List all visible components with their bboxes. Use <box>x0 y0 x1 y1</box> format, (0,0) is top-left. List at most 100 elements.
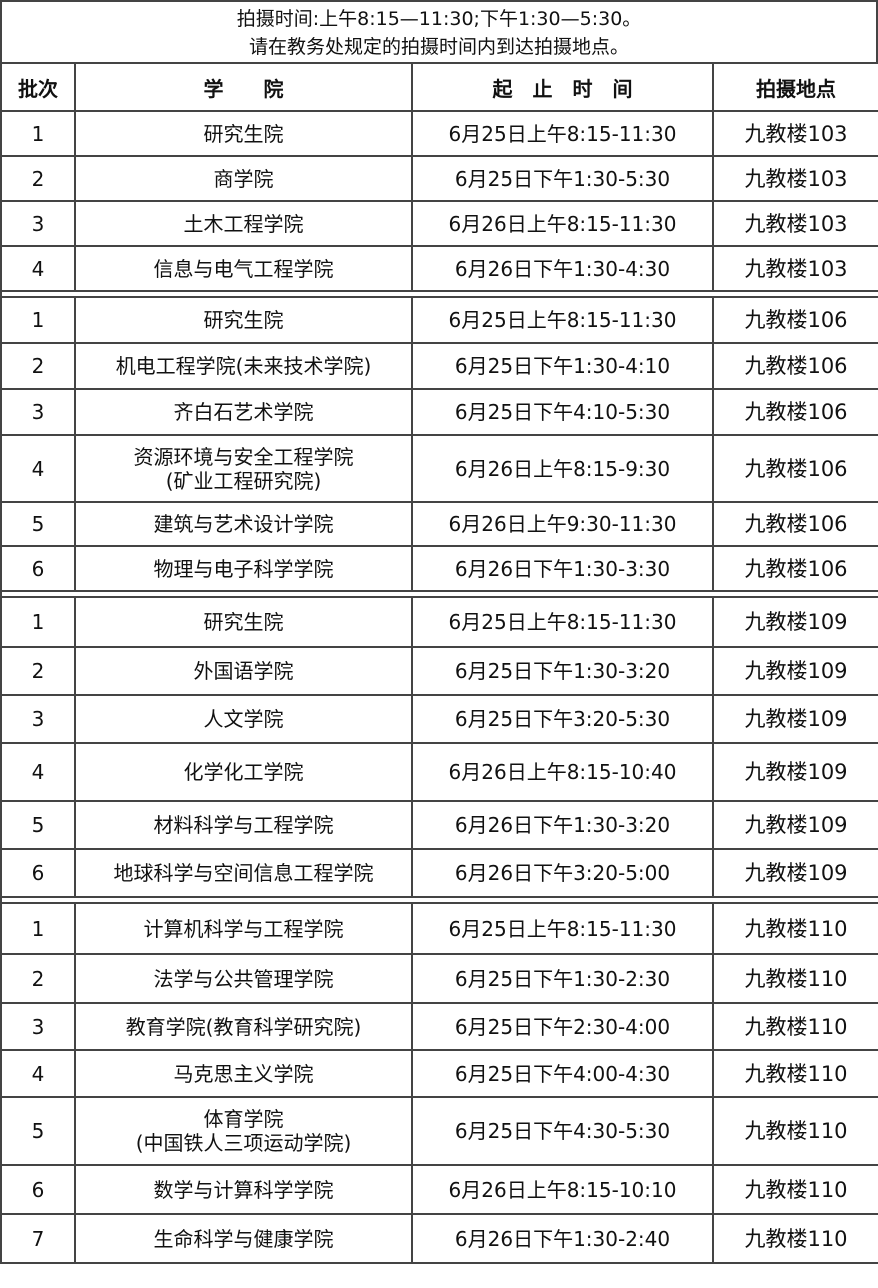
college-cell: 物理与电子科学学院 <box>74 545 413 592</box>
location-cell: 九教楼109 <box>712 694 878 744</box>
table-row: 5 材料科学与工程学院 6月26日下午1:30-3:20 九教楼109 <box>0 800 878 850</box>
table-row: 6 数学与计算科学学院 6月26日上午8:15-10:10 九教楼110 <box>0 1164 878 1215</box>
location-cell: 九教楼106 <box>712 296 878 344</box>
batch-cell: 4 <box>0 245 76 292</box>
location-cell: 九教楼109 <box>712 800 878 850</box>
college-cell: 教育学院(教育科学研究院) <box>74 1002 413 1051</box>
time-cell: 6月25日下午3:20-5:30 <box>411 694 714 744</box>
header-time: 起 止 时 间 <box>411 62 714 112</box>
college-cell: 计算机科学与工程学院 <box>74 902 413 955</box>
location-cell: 九教楼110 <box>712 1096 878 1166</box>
batch-cell: 2 <box>0 646 76 696</box>
location-cell: 九教楼109 <box>712 848 878 898</box>
college-cell: 化学化工学院 <box>74 742 413 802</box>
location-cell: 九教楼106 <box>712 501 878 547</box>
location-cell: 九教楼106 <box>712 342 878 390</box>
table-row: 3 教育学院(教育科学研究院) 6月25日下午2:30-4:00 九教楼110 <box>0 1002 878 1051</box>
table-row: 6 物理与电子科学学院 6月26日下午1:30-3:30 九教楼106 <box>0 545 878 592</box>
table-row: 3 齐白石艺术学院 6月25日下午4:10-5:30 九教楼106 <box>0 388 878 436</box>
time-cell: 6月26日上午8:15-10:40 <box>411 742 714 802</box>
batch-cell: 4 <box>0 1049 76 1098</box>
batch-cell: 4 <box>0 434 76 503</box>
table-row: 1 研究生院 6月25日上午8:15-11:30 九教楼109 <box>0 596 878 648</box>
table-row: 5 体育学院 (中国铁人三项运动学院) 6月25日下午4:30-5:30 九教楼110 <box>0 1096 878 1166</box>
batch-cell: 5 <box>0 800 76 850</box>
table-row: 4 信息与电气工程学院 6月26日下午1:30-4:30 九教楼103 <box>0 245 878 292</box>
college-cell: 体育学院 (中国铁人三项运动学院) <box>74 1096 413 1166</box>
location-cell: 九教楼103 <box>712 200 878 247</box>
batch-cell: 1 <box>0 296 76 344</box>
college-cell: 研究生院 <box>74 110 413 157</box>
batch-cell: 3 <box>0 388 76 436</box>
college-cell: 马克思主义学院 <box>74 1049 413 1098</box>
college-cell: 土木工程学院 <box>74 200 413 247</box>
time-cell: 6月25日下午4:10-5:30 <box>411 388 714 436</box>
time-cell: 6月25日上午8:15-11:30 <box>411 296 714 344</box>
location-cell: 九教楼103 <box>712 155 878 202</box>
batch-cell: 1 <box>0 596 76 648</box>
table-row: 4 资源环境与安全工程学院 (矿业工程研究院) 6月26日上午8:15-9:30 九教… <box>0 434 878 503</box>
batch-cell: 2 <box>0 953 76 1004</box>
table-row: 3 土木工程学院 6月26日上午8:15-11:30 九教楼103 <box>0 200 878 247</box>
location-cell: 九教楼110 <box>712 953 878 1004</box>
batch-cell: 3 <box>0 694 76 744</box>
time-cell: 6月26日下午3:20-5:00 <box>411 848 714 898</box>
header-batch: 批次 <box>0 62 76 112</box>
table-row: 1 研究生院 6月25日上午8:15-11:30 九教楼103 <box>0 110 878 157</box>
batch-cell: 5 <box>0 1096 76 1166</box>
table-row: 6 地球科学与空间信息工程学院 6月26日下午3:20-5:00 九教楼109 <box>0 848 878 898</box>
time-cell: 6月26日上午8:15-10:10 <box>411 1164 714 1215</box>
time-cell: 6月26日上午8:15-9:30 <box>411 434 714 503</box>
time-cell: 6月25日上午8:15-11:30 <box>411 596 714 648</box>
time-cell: 6月25日上午8:15-11:30 <box>411 110 714 157</box>
table-row: 2 外国语学院 6月25日下午1:30-3:20 九教楼109 <box>0 646 878 696</box>
time-cell: 6月25日下午4:30-5:30 <box>411 1096 714 1166</box>
table-row: 2 商学院 6月25日下午1:30-5:30 九教楼103 <box>0 155 878 202</box>
college-cell: 机电工程学院(未来技术学院) <box>74 342 413 390</box>
table-row: 3 人文学院 6月25日下午3:20-5:30 九教楼109 <box>0 694 878 744</box>
batch-cell: 2 <box>0 155 76 202</box>
time-cell: 6月25日上午8:15-11:30 <box>411 902 714 955</box>
table-row: 2 法学与公共管理学院 6月25日下午1:30-2:30 九教楼110 <box>0 953 878 1004</box>
college-cell: 外国语学院 <box>74 646 413 696</box>
location-cell: 九教楼110 <box>712 1049 878 1098</box>
college-cell: 信息与电气工程学院 <box>74 245 413 292</box>
time-cell: 6月26日下午1:30-3:20 <box>411 800 714 850</box>
time-cell: 6月25日下午4:00-4:30 <box>411 1049 714 1098</box>
notice-line-1: 拍摄时间:上午8:15—11:30;下午1:30—5:30。 <box>236 8 642 30</box>
location-cell: 九教楼110 <box>712 902 878 955</box>
time-cell: 6月26日上午9:30-11:30 <box>411 501 714 547</box>
table-row: 4 马克思主义学院 6月25日下午4:00-4:30 九教楼110 <box>0 1049 878 1098</box>
time-cell: 6月25日下午1:30-3:20 <box>411 646 714 696</box>
college-cell: 生命科学与健康学院 <box>74 1213 413 1264</box>
time-cell: 6月26日下午1:30-3:30 <box>411 545 714 592</box>
location-cell: 九教楼110 <box>712 1002 878 1051</box>
table-row: 5 建筑与艺术设计学院 6月26日上午9:30-11:30 九教楼106 <box>0 501 878 547</box>
batch-cell: 6 <box>0 545 76 592</box>
location-cell: 九教楼106 <box>712 434 878 503</box>
header-college: 学 院 <box>74 62 413 112</box>
time-cell: 6月26日上午8:15-11:30 <box>411 200 714 247</box>
college-cell: 地球科学与空间信息工程学院 <box>74 848 413 898</box>
batch-cell: 1 <box>0 110 76 157</box>
college-cell: 研究生院 <box>74 296 413 344</box>
location-cell: 九教楼109 <box>712 646 878 696</box>
college-cell: 建筑与艺术设计学院 <box>74 501 413 547</box>
college-cell: 数学与计算科学学院 <box>74 1164 413 1215</box>
time-cell: 6月26日下午1:30-2:40 <box>411 1213 714 1264</box>
location-cell: 九教楼103 <box>712 110 878 157</box>
batch-cell: 1 <box>0 902 76 955</box>
batch-cell: 6 <box>0 848 76 898</box>
table-row: 1 研究生院 6月25日上午8:15-11:30 九教楼106 <box>0 296 878 344</box>
batch-cell: 3 <box>0 200 76 247</box>
location-cell: 九教楼106 <box>712 388 878 436</box>
batch-cell: 4 <box>0 742 76 802</box>
time-cell: 6月25日下午1:30-2:30 <box>411 953 714 1004</box>
time-cell: 6月25日下午1:30-4:10 <box>411 342 714 390</box>
notice-line-2: 请在教务处规定的拍摄时间内到达拍摄地点。 <box>248 36 629 58</box>
time-cell: 6月25日下午1:30-5:30 <box>411 155 714 202</box>
location-cell: 九教楼109 <box>712 742 878 802</box>
location-cell: 九教楼110 <box>712 1213 878 1264</box>
college-cell: 材料科学与工程学院 <box>74 800 413 850</box>
batch-cell: 3 <box>0 1002 76 1051</box>
